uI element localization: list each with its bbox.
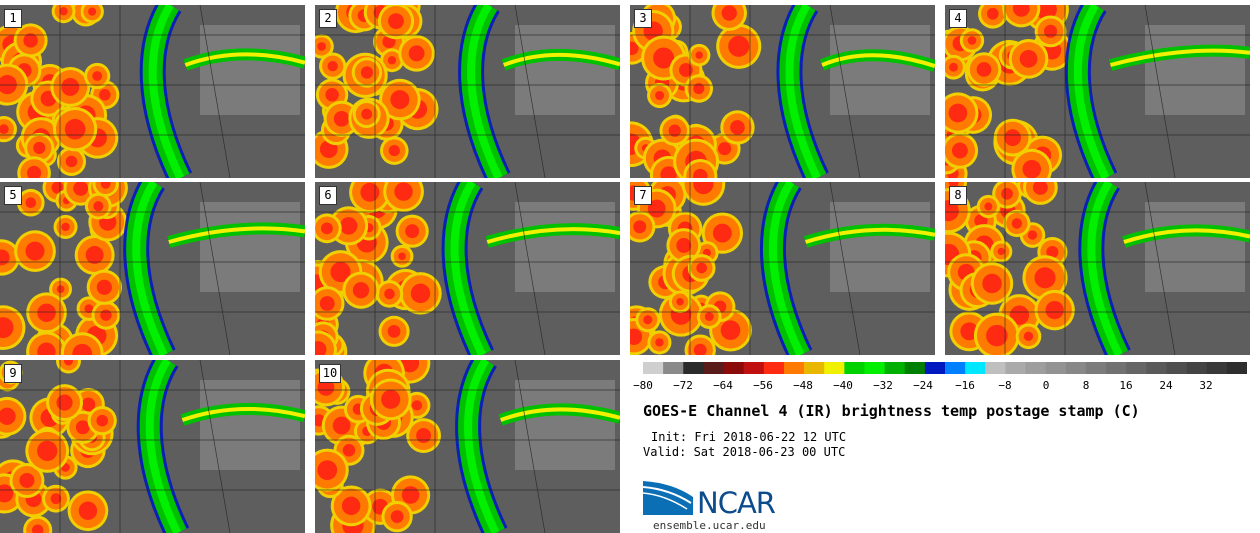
satellite-map — [0, 182, 305, 355]
colorbar-tick-label: −40 — [833, 379, 853, 392]
colorbar-tick-label: −56 — [753, 379, 773, 392]
panel-number-label: 4 — [949, 9, 967, 28]
colorbar-swatch — [945, 362, 966, 374]
satellite-map — [315, 360, 620, 533]
satellite-map — [0, 5, 305, 178]
colorbar-swatch — [904, 362, 926, 374]
ncar-logo-icon — [643, 481, 693, 515]
panel-number-label: 2 — [319, 9, 337, 28]
ensemble-member-panel: 1 — [0, 5, 305, 178]
colorbar-swatch — [884, 362, 906, 374]
colorbar-tick-label: 16 — [1119, 379, 1133, 392]
colorbar-swatch — [1045, 362, 1067, 374]
ensemble-member-panel: 5 — [0, 182, 305, 355]
ensemble-member-panel: 10 — [315, 360, 620, 533]
ensemble-member-panel: 8 — [945, 182, 1250, 355]
colorbar-swatch — [663, 362, 684, 374]
colorbar-tick-label: 8 — [1082, 379, 1090, 392]
ensemble-member-panel: 3 — [630, 5, 935, 178]
satellite-map — [945, 182, 1250, 355]
panel-number-label: 5 — [4, 186, 22, 205]
satellite-map — [945, 5, 1250, 178]
colorbar-swatch — [783, 362, 805, 374]
colorbar-swatch — [723, 362, 745, 374]
panel-number-label: 9 — [4, 364, 22, 383]
colorbar — [643, 362, 1247, 374]
colorbar-swatch — [1025, 362, 1047, 374]
figure-title: GOES-E Channel 4 (IR) brightness temp po… — [643, 402, 1140, 420]
colorbar-swatch — [1146, 362, 1167, 374]
satellite-map — [0, 360, 305, 533]
colorbar-swatch — [965, 362, 986, 374]
colorbar-tick-label: 32 — [1199, 379, 1213, 392]
panel-number-label: 3 — [634, 9, 652, 28]
colorbar-swatch — [743, 362, 765, 374]
panel-number-label: 1 — [4, 9, 22, 28]
ensemble-member-panel: 6 — [315, 182, 620, 355]
colorbar-swatch — [864, 362, 886, 374]
satellite-map — [315, 182, 620, 355]
ensemble-member-panel: 2 — [315, 5, 620, 178]
colorbar-swatch — [703, 362, 725, 374]
colorbar-tick-label: −72 — [673, 379, 693, 392]
colorbar-swatch — [804, 362, 825, 374]
colorbar-swatch — [1206, 362, 1228, 374]
colorbar-tick-label: −80 — [633, 379, 653, 392]
satellite-map — [315, 5, 620, 178]
ensemble-member-panel: 9 — [0, 360, 305, 533]
panel-number-label: 6 — [319, 186, 337, 205]
colorbar-swatch — [844, 362, 865, 374]
colorbar-swatch — [985, 362, 1006, 374]
colorbar-swatch — [763, 362, 785, 374]
colorbar-swatch — [1106, 362, 1127, 374]
panel-number-label: 10 — [319, 364, 341, 383]
colorbar-swatch — [1166, 362, 1188, 374]
colorbar-swatch — [643, 362, 664, 374]
satellite-map — [630, 182, 935, 355]
colorbar-tick-label: −64 — [713, 379, 733, 392]
colorbar-swatch — [1126, 362, 1147, 374]
init-time: Init: Fri 2018-06-22 12 UTC — [651, 430, 847, 444]
ensemble-member-panel: 7 — [630, 182, 935, 355]
colorbar-tick-label: −16 — [955, 379, 975, 392]
colorbar-tick-labels: −80 −72 −64 −56 −48 −40 −32 −24 −16 −8 0 8 16 24 32 — [630, 379, 1260, 393]
ensemble-member-panel: 4 — [945, 5, 1250, 178]
satellite-map — [630, 5, 935, 178]
colorbar-swatch — [1226, 362, 1247, 374]
panel-number-label: 7 — [634, 186, 652, 205]
colorbar-tick-label: −24 — [913, 379, 933, 392]
colorbar-swatch — [1005, 362, 1027, 374]
colorbar-tick-label: 24 — [1159, 379, 1173, 392]
colorbar-tick-label: −32 — [873, 379, 893, 392]
colorbar-tick-label: −48 — [793, 379, 813, 392]
colorbar-swatch — [1085, 362, 1107, 374]
colorbar-tick-label: 0 — [1042, 379, 1050, 392]
colorbar-swatch — [924, 362, 946, 374]
colorbar-swatch — [824, 362, 845, 374]
valid-time: Valid: Sat 2018-06-23 00 UTC — [643, 445, 846, 459]
site-url: ensemble.ucar.edu — [653, 519, 766, 532]
colorbar-tick-label: −8 — [998, 379, 1012, 392]
colorbar-swatch — [683, 362, 704, 374]
panel-number-label: 8 — [949, 186, 967, 205]
logo-text: NCAR — [697, 486, 776, 520]
colorbar-swatch — [1186, 362, 1208, 374]
colorbar-swatch — [1065, 362, 1087, 374]
